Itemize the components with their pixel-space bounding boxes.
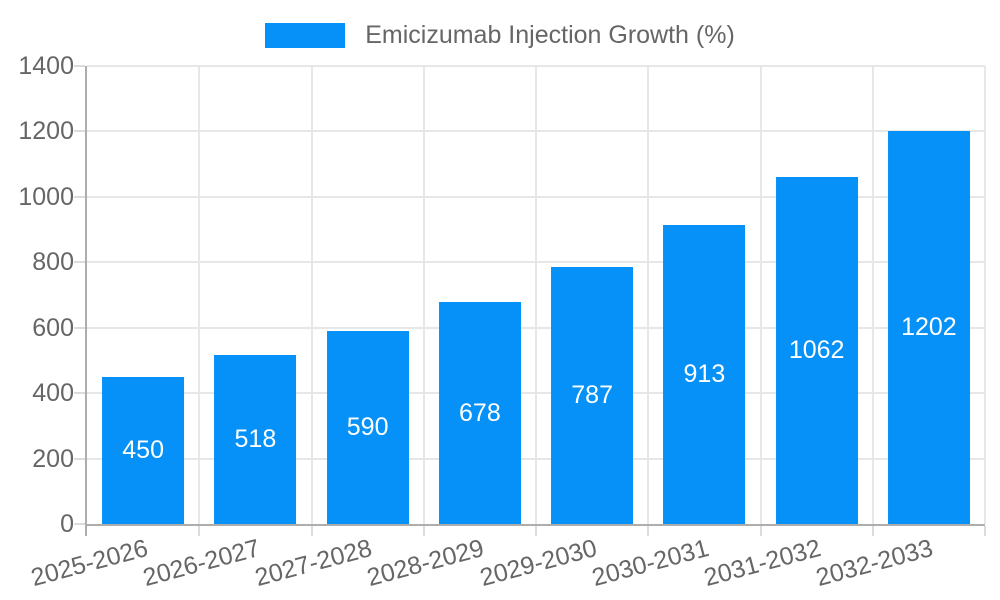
x-gridline	[422, 66, 425, 524]
bar-2027-2028[interactable]: 590	[326, 331, 409, 524]
y-tick	[74, 130, 85, 133]
x-tick	[647, 526, 650, 536]
x-gridline	[759, 66, 762, 524]
y-tick	[74, 392, 85, 395]
y-tick	[74, 195, 85, 198]
bar-value-label: 787	[571, 380, 613, 409]
x-gridline	[647, 66, 650, 524]
bar-value-label: 518	[234, 424, 277, 453]
y-axis-line	[85, 66, 87, 536]
bar-2029-2030[interactable]: 787	[551, 266, 634, 524]
x-tick	[984, 526, 986, 536]
bar-value-label: 450	[122, 435, 164, 464]
bar-value-label: 678	[459, 398, 501, 427]
x-axis-tick-label: 2032-2033	[813, 534, 937, 592]
x-axis-tick-label: 2026-2027	[139, 534, 263, 592]
x-gridline	[310, 66, 313, 524]
x-tick	[871, 526, 874, 536]
bar-2030-2031[interactable]: 913	[663, 225, 746, 524]
x-axis-tick-label: 2031-2032	[701, 534, 824, 592]
x-gridline	[198, 66, 201, 524]
legend-swatch-icon	[265, 23, 346, 48]
x-tick	[198, 526, 201, 536]
x-axis-tick-label: 2028-2029	[364, 534, 488, 592]
y-tick	[74, 65, 85, 67]
x-gridline	[984, 66, 986, 524]
bar-2031-2032[interactable]: 1062	[775, 176, 858, 524]
x-tick	[422, 526, 425, 536]
y-tick	[74, 523, 85, 525]
legend-label: Emicizumab Injection Growth (%)	[365, 21, 735, 49]
x-axis-tick-label: 2030-2031	[588, 534, 712, 592]
plot-area: 0 200 400 600 800 1000 1200 1400 450 2025-2026 518…	[18, 53, 986, 592]
y-axis-tick-label: 1400	[18, 52, 74, 80]
bar-value-label: 590	[346, 413, 389, 441]
y-tick	[74, 457, 85, 460]
bar-2026-2027[interactable]: 518	[214, 354, 297, 524]
y-axis-tick-label: 600	[32, 313, 74, 342]
x-tick	[535, 526, 537, 536]
bar-value-label: 913	[683, 360, 726, 389]
y-axis-tick-label: 1000	[18, 182, 74, 211]
y-axis-tick-label: 0	[60, 510, 74, 538]
y-axis-tick-label: 200	[32, 444, 74, 473]
bar-value-label: 1202	[901, 312, 957, 341]
x-gridline	[535, 66, 537, 524]
x-axis-tick-label: 2027-2028	[252, 534, 375, 592]
x-tick	[310, 526, 313, 536]
bar-value-label: 1062	[788, 335, 845, 364]
bar-2028-2029[interactable]: 678	[438, 302, 521, 524]
y-axis-tick-label: 1200	[18, 117, 74, 146]
x-axis-tick-label: 2025-2026	[27, 534, 151, 592]
x-gridline	[871, 66, 874, 524]
y-tick	[74, 261, 85, 264]
y-axis-tick-label: 800	[32, 248, 74, 277]
bar-2032-2033[interactable]: 1202	[887, 130, 970, 524]
legend: Emicizumab Injection Growth (%)	[0, 21, 1000, 50]
x-axis-tick-label: 2029-2030	[476, 534, 600, 592]
y-axis-tick-label: 400	[32, 379, 74, 408]
bar-2025-2026[interactable]: 450	[102, 376, 185, 524]
x-axis-line	[85, 524, 985, 526]
y-tick	[74, 326, 85, 329]
legend-item[interactable]: Emicizumab Injection Growth (%)	[265, 21, 735, 50]
x-tick	[759, 526, 762, 536]
